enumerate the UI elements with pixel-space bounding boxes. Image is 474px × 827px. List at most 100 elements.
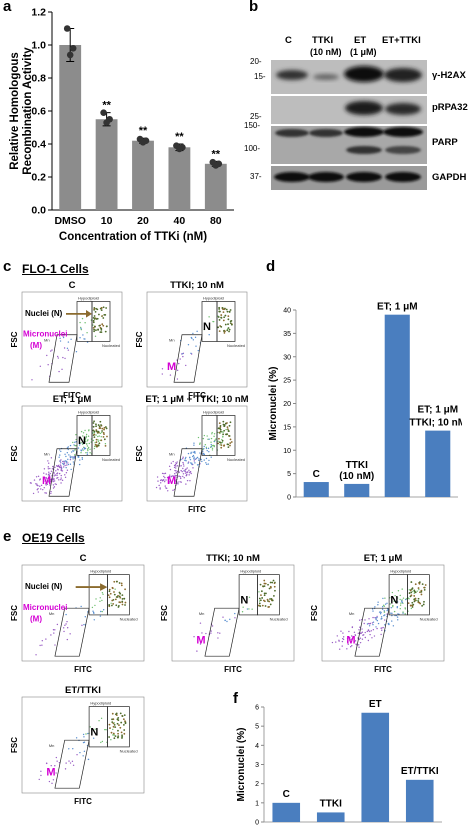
flow-event <box>72 461 75 463</box>
flow-event <box>174 476 176 478</box>
flow-event <box>394 595 396 597</box>
flow-event <box>97 440 100 443</box>
flow-plot: TTKI; 10 nM FITC FSC Hypodiploid Nucleated Mn… <box>160 553 295 674</box>
flow-event <box>65 455 67 458</box>
flow-event <box>377 601 379 603</box>
bar-label: ET/TTKI <box>401 766 439 777</box>
flow-event <box>79 337 81 339</box>
flow-event <box>222 311 225 313</box>
flow-event <box>121 715 124 718</box>
flow-event <box>79 321 81 324</box>
flow-event <box>384 614 386 616</box>
flow-event <box>375 617 377 619</box>
gate-label-nucleated: Nucleated <box>227 343 245 348</box>
flow-event <box>221 439 224 442</box>
flow-event <box>187 344 190 346</box>
lane-dose-ttki: (10 nM) <box>310 47 342 57</box>
gate-label-nucleated: Nucleated <box>227 457 245 462</box>
flow-event <box>205 632 207 635</box>
flow-event <box>168 465 171 468</box>
flow-event <box>118 582 121 584</box>
flow-plot-frame <box>21 696 145 794</box>
flow-event <box>372 628 375 631</box>
flow-event <box>96 317 99 320</box>
flow-event <box>105 307 108 309</box>
flow-event <box>355 643 357 645</box>
bar <box>344 483 370 497</box>
flow-event <box>75 445 77 447</box>
flow-event <box>113 737 116 740</box>
flow-event <box>88 429 90 431</box>
flow-event <box>114 735 117 738</box>
blot-image <box>271 60 427 190</box>
flow-event <box>123 714 126 717</box>
flow-event <box>181 470 183 473</box>
flow-event <box>178 475 180 478</box>
flow-event <box>66 464 68 466</box>
flow-event <box>359 641 362 644</box>
flow-event <box>174 463 177 466</box>
flow-x-axis-label: FITC <box>374 665 392 674</box>
flow-event <box>217 427 220 430</box>
flow-event <box>67 349 70 351</box>
flow-event <box>113 580 116 583</box>
flow-event <box>372 621 375 623</box>
flow-event <box>342 636 345 638</box>
gate-label-mn: Mn <box>169 337 175 342</box>
flow-event <box>101 323 104 326</box>
flow-event <box>181 353 184 355</box>
flow-event <box>116 736 119 739</box>
flow-event <box>350 635 353 637</box>
flow-y-axis-label: FSC <box>310 605 319 621</box>
flow-event <box>192 451 194 453</box>
mw-marker-25: 25- <box>250 112 262 121</box>
flow-event <box>222 330 225 332</box>
flow-event <box>399 594 401 597</box>
flow-event <box>101 592 104 594</box>
nuclei-marker: N <box>90 726 98 738</box>
flow-event <box>69 455 71 457</box>
flow-event <box>103 428 105 431</box>
flow-event <box>227 318 230 321</box>
nuclei-arrowhead <box>100 583 108 591</box>
micronuclei-gate <box>354 607 390 657</box>
x-tick-label: 10 <box>101 215 113 227</box>
flow-plot-title: C <box>80 553 87 564</box>
flow-event <box>190 472 192 475</box>
flow-event <box>111 712 114 715</box>
flow-event <box>117 729 119 732</box>
x-tick-label: DMSO <box>54 215 86 227</box>
flow-event <box>102 593 104 595</box>
flow-event <box>189 458 192 461</box>
flow-event <box>51 349 53 351</box>
flow-event <box>185 364 187 367</box>
flow-event <box>60 474 62 477</box>
flow-event <box>121 734 123 737</box>
flow-event <box>93 315 96 317</box>
bar-label-combo-2: TTKI; 10 nM <box>409 418 462 429</box>
flow-event <box>351 645 353 647</box>
flow-plot-frame <box>146 405 248 502</box>
flow-event <box>185 460 187 462</box>
flow-event <box>120 721 123 724</box>
flow-event <box>75 350 78 353</box>
flow-event <box>44 492 46 494</box>
flow-event <box>408 589 411 591</box>
flow-event <box>37 485 39 487</box>
flow-event <box>223 332 226 334</box>
flow-event <box>175 462 177 464</box>
flow-event <box>82 432 85 434</box>
significance-label: ** <box>139 125 148 137</box>
flow-event <box>357 632 360 634</box>
flow-event <box>113 593 116 596</box>
flow-event <box>117 732 119 735</box>
flow-event <box>180 465 182 467</box>
flow-event <box>213 433 216 435</box>
nuclei-legend: Nuclei (N) <box>25 582 63 591</box>
flow-event <box>75 737 78 739</box>
flow-event <box>251 608 253 610</box>
flow-event <box>101 610 103 613</box>
nuclei-marker: N <box>203 321 211 333</box>
flow-event <box>97 329 99 331</box>
flow-event <box>189 457 191 459</box>
